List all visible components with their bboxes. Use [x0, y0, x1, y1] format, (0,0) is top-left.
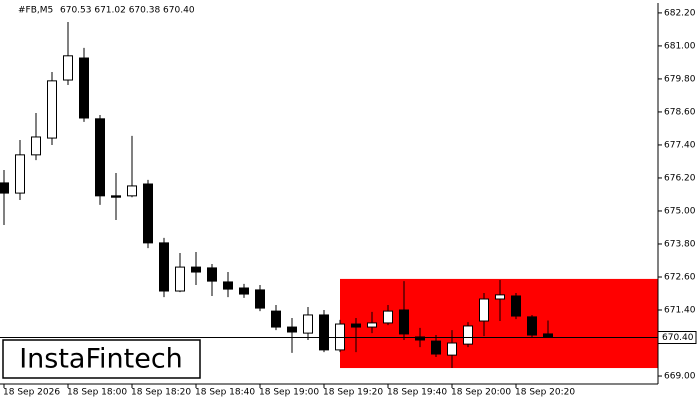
x-tick-label: 18 Sep 18:20 — [131, 388, 191, 398]
y-tick-label: 679.80 — [664, 74, 696, 84]
x-tick-label: 18 Sep 19:40 — [387, 388, 447, 398]
candle-body — [495, 294, 505, 300]
ohlc-header: 670.53 671.02 670.38 670.40 — [60, 6, 195, 16]
candle-body — [47, 80, 57, 139]
candle-body — [143, 183, 153, 244]
candle-body — [303, 314, 313, 334]
candle-body — [175, 266, 185, 292]
x-tick-label: 18 Sep 18:00 — [67, 388, 127, 398]
candle-body — [479, 298, 489, 322]
candle-body — [399, 309, 409, 335]
plot-area — [0, 21, 658, 369]
candle-body — [319, 314, 329, 351]
price-label: 670.40 — [662, 333, 694, 343]
candle-body — [447, 342, 457, 356]
candle-body — [367, 322, 377, 328]
symbol: #FB,M5 — [18, 6, 53, 16]
y-tick-label: 676.20 — [664, 173, 696, 183]
candle-body — [255, 289, 265, 309]
y-tick-label: 672.60 — [664, 272, 696, 282]
candle-body — [63, 55, 73, 81]
y-tick-label: 682.20 — [664, 8, 696, 18]
candle-body — [543, 333, 553, 339]
candle-body — [335, 323, 345, 351]
x-tick-label: 18 Sep 18:40 — [195, 388, 255, 398]
logo: InstaFintech — [19, 344, 183, 375]
x-tick-label: 18 Sep 20:20 — [515, 388, 575, 398]
logo-box — [2, 339, 201, 379]
candle-body — [79, 57, 89, 119]
candle-body — [15, 154, 25, 194]
y-tick-label: 678.60 — [664, 107, 696, 117]
candle-body — [207, 267, 217, 282]
x-tick-label: 18 Sep 20:00 — [451, 388, 511, 398]
pattern-zone — [340, 278, 658, 369]
x-tick-label: 18 Sep 19:00 — [259, 388, 319, 398]
candle-body — [111, 195, 121, 198]
x-tick-label: 18 Sep 19:20 — [323, 388, 383, 398]
candle-body — [31, 136, 41, 156]
candle-body — [415, 336, 425, 341]
y-tick-label: 681.00 — [664, 41, 696, 51]
candle-body — [127, 185, 137, 197]
candle-body — [527, 316, 537, 336]
y-tick-label: 675.00 — [664, 206, 696, 216]
candle-body — [191, 266, 201, 273]
y-tick-label: 669.00 — [664, 372, 696, 382]
candle-body — [95, 118, 105, 197]
candle-body — [0, 182, 9, 194]
candle-body — [511, 295, 521, 317]
candle-body — [463, 325, 473, 345]
price-label-box — [657, 331, 697, 345]
candle-body — [159, 242, 169, 292]
y-tick-label: 671.40 — [664, 306, 696, 316]
y-tick-label: 677.40 — [664, 140, 696, 150]
candle-body — [351, 323, 361, 328]
candle-body — [271, 310, 281, 328]
y-tick-label: 673.80 — [664, 239, 696, 249]
candle-body — [223, 281, 233, 290]
candle-body — [431, 340, 441, 355]
candle-body — [239, 287, 249, 295]
candle-body — [383, 310, 393, 324]
candle-body — [287, 326, 297, 333]
x-tick-label: 18 Sep 2026 — [3, 388, 60, 398]
